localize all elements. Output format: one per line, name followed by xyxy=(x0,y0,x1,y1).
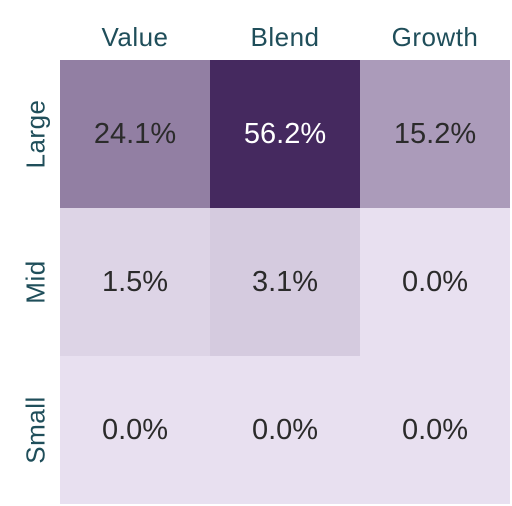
cell-small-growth: 0.0% xyxy=(360,356,510,504)
column-label-growth: Growth xyxy=(391,22,479,52)
cell-mid-blend: 3.1% xyxy=(210,208,360,356)
cell-large-value: 24.1% xyxy=(60,60,210,208)
cell-mid-growth: 0.0% xyxy=(360,208,510,356)
cell-small-value: 0.0% xyxy=(60,356,210,504)
column-label-blend: Blend xyxy=(250,22,320,52)
cell-large-growth: 15.2% xyxy=(360,60,510,208)
column-label-value: Value xyxy=(101,22,169,52)
row-label-mid-text: Mid xyxy=(20,260,51,304)
cell-small-blend: 0.0% xyxy=(210,356,360,504)
row-label-small-text: Small xyxy=(20,396,51,464)
row-label-large-text: Large xyxy=(20,99,51,169)
cell-mid-value: 1.5% xyxy=(60,208,210,356)
cell-large-blend: 56.2% xyxy=(210,60,360,208)
